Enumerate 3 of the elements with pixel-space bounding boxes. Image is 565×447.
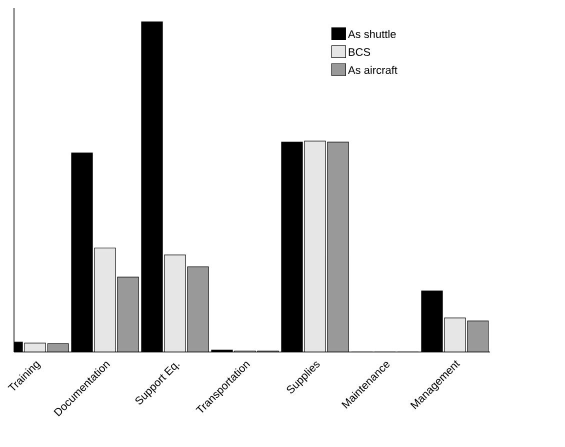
legend-label: As aircraft xyxy=(348,66,398,74)
legend-label: BCS xyxy=(348,48,370,56)
legend-label: As shuttle xyxy=(348,30,396,38)
